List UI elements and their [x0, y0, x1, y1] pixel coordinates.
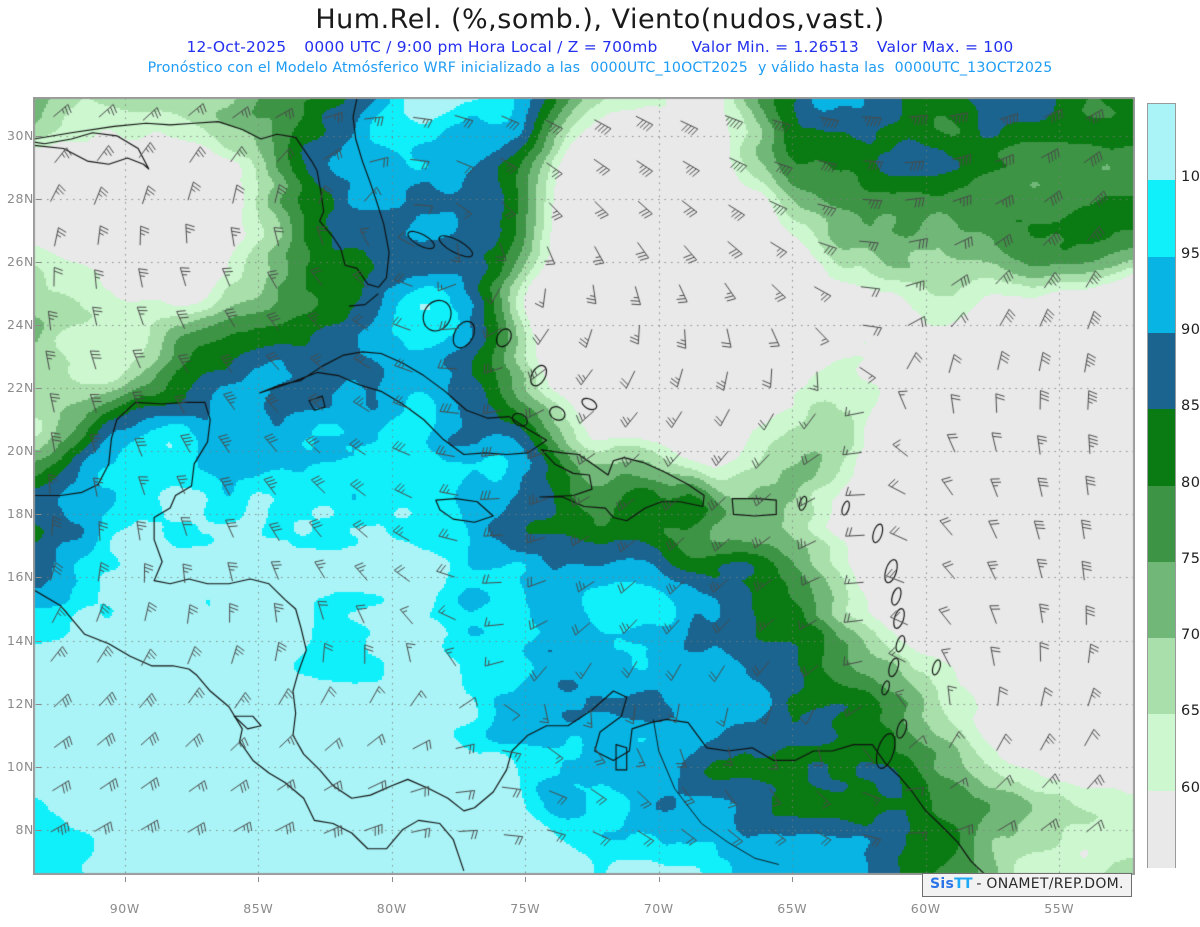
lat-tick-mark [36, 451, 41, 453]
lat-tick-label: 28N [6, 190, 34, 206]
lat-tick-mark [36, 703, 41, 705]
lon-tick-label: 65W [777, 901, 808, 916]
colorbar-swatch[interactable] [1148, 638, 1175, 715]
lon-tick-mark [792, 877, 794, 882]
colorbar-swatch[interactable] [1148, 790, 1175, 868]
colorbar-swatch[interactable] [1148, 180, 1175, 258]
model-init-time: 0000UTC_10OCT2025 [590, 60, 748, 76]
colorbar-tick-label: 95 [1181, 245, 1200, 262]
lon-tick-label: 55W [1044, 901, 1075, 916]
humidity-wind-map-canvas[interactable] [34, 98, 1134, 874]
lon-tick-mark [391, 877, 393, 882]
lon-tick-label: 90W [109, 901, 140, 916]
lat-tick-label: 8N [15, 821, 34, 837]
lon-tick-label: 80W [376, 901, 407, 916]
colorbar-tick-label: 75 [1181, 550, 1200, 567]
model-text-b: y válido hasta las [757, 60, 885, 76]
lat-tick-mark [36, 135, 41, 137]
colorbar-tick-label: 70 [1181, 627, 1200, 644]
credit-badge: SisTT - ONAMET/REP.DOM. [922, 873, 1132, 897]
lat-tick-mark [36, 829, 41, 831]
lat-tick-label: 26N [6, 254, 34, 270]
lon-tick-label: 60W [910, 901, 941, 916]
lat-tick-label: 20N [6, 443, 34, 459]
lat-tick-label: 16N [6, 569, 34, 585]
lat-tick-label: 18N [6, 506, 34, 522]
lon-tick-mark [658, 877, 660, 882]
lat-tick-mark [36, 325, 41, 327]
lon-tick-label: 85W [243, 901, 274, 916]
colorbar-tick-label: 60 [1181, 779, 1200, 796]
sistt-logo-text: Sis [930, 876, 955, 892]
lon-tick-mark [525, 877, 527, 882]
forecast-info-line: 12-Oct-2025 0000 UTC / 9:00 pm Hora Local… [0, 37, 1200, 58]
colorbar-swatch[interactable] [1148, 714, 1175, 792]
header: Hum.Rel. (%,somb.), Viento(nudos,vast.) … [0, 0, 1200, 78]
lat-tick-label: 10N [6, 758, 34, 774]
sistt-logo-tt: TT [954, 876, 972, 892]
colorbar-swatch[interactable] [1148, 485, 1175, 563]
lon-tick-label: 75W [510, 901, 541, 916]
map-plot-area[interactable] [33, 97, 1135, 875]
lat-tick-label: 30N [6, 127, 34, 143]
colorbar-swatch[interactable] [1148, 256, 1175, 334]
colorbar-tick-label: 90 [1181, 321, 1200, 338]
value-min: Valor Min. = 1.26513 [691, 38, 859, 56]
model-text-a: Pronóstico con el Modelo Atmósferico WRF… [147, 60, 581, 76]
lat-tick-label: 12N [6, 695, 34, 711]
forecast-local-time: 9:00 pm Hora Local [396, 38, 553, 56]
colorbar-tick-label: 65 [1181, 703, 1200, 720]
page-title: Hum.Rel. (%,somb.), Viento(nudos,vast.) [315, 4, 885, 35]
colorbar-swatch[interactable] [1148, 332, 1175, 410]
colorbar-tick-label: 85 [1181, 398, 1200, 415]
sep-1: / [386, 38, 392, 56]
colorbar-tick-label: 80 [1181, 474, 1200, 491]
lon-tick-mark [124, 877, 126, 882]
colorbar-swatch[interactable] [1148, 104, 1175, 181]
lon-tick-mark [258, 877, 260, 882]
model-valid-time: 0000UTC_13OCT2025 [894, 60, 1053, 76]
colorbar[interactable] [1147, 103, 1176, 868]
lat-tick-mark [36, 766, 41, 768]
sep-2: / [557, 38, 563, 56]
lat-tick-label: 14N [6, 632, 34, 648]
lat-tick-label: 22N [6, 380, 34, 396]
lon-tick-label: 70W [643, 901, 674, 916]
credit-agency: - ONAMET/REP.DOM. [976, 876, 1124, 892]
forecast-level: Z = 700mb [567, 38, 658, 56]
forecast-utc: 0000 UTC [304, 38, 381, 56]
colorbar-swatch[interactable] [1148, 409, 1175, 487]
colorbar-tick-label: 100 [1181, 169, 1200, 186]
value-max: Valor Max. = 100 [876, 38, 1014, 56]
lat-tick-mark [36, 198, 41, 200]
model-description-line: Pronóstico con el Modelo Atmósferico WRF… [0, 58, 1200, 78]
lat-tick-mark [36, 262, 41, 264]
lat-tick-mark [36, 640, 41, 642]
lat-tick-mark [36, 514, 41, 516]
colorbar-swatch[interactable] [1148, 561, 1175, 639]
lat-tick-mark [36, 388, 41, 390]
forecast-date: 12-Oct-2025 [186, 38, 287, 56]
lat-tick-mark [36, 577, 41, 579]
lat-tick-label: 24N [6, 317, 34, 333]
